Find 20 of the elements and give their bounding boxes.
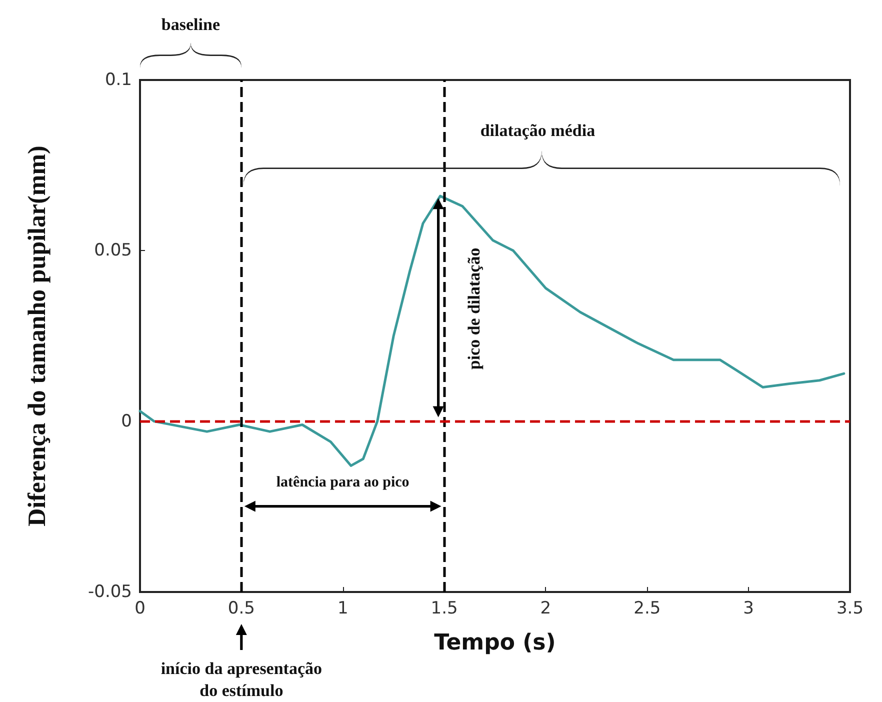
y-tick-label: -0.05 xyxy=(88,582,132,602)
x-tick-label: 2.5 xyxy=(634,598,661,618)
text: baseline xyxy=(161,15,220,34)
annotation: latência para ao pico xyxy=(276,474,410,490)
text: início da apresentação do estímulo xyxy=(160,659,322,700)
x-tick-label: 0 xyxy=(134,598,146,618)
y-tick-label: 0 xyxy=(121,411,132,432)
x-tick-label: 3.5 xyxy=(836,598,864,618)
y-tick-label: 0.05 xyxy=(94,240,132,261)
x-tick-label: 1 xyxy=(337,598,348,618)
annotation: pico de dilatação xyxy=(464,248,484,370)
x-axis-title: Tempo (s) xyxy=(434,630,556,656)
x-tick-label: 1.5 xyxy=(430,598,458,618)
y-tick-label: 0.1 xyxy=(104,70,132,90)
x-tick-label: 0.5 xyxy=(228,598,255,618)
x-tick-label: 2 xyxy=(540,598,552,618)
y-axis-title: Diferença do tamanho pupilar(mm) xyxy=(24,146,51,526)
annotation: dilatação média xyxy=(480,121,596,140)
x-tick-label: 3 xyxy=(743,598,754,618)
line-series xyxy=(138,194,846,467)
